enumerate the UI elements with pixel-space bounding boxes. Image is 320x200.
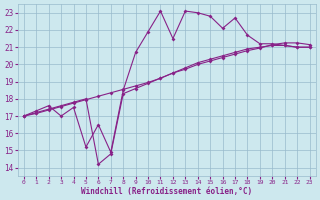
X-axis label: Windchill (Refroidissement éolien,°C): Windchill (Refroidissement éolien,°C) [81,187,252,196]
